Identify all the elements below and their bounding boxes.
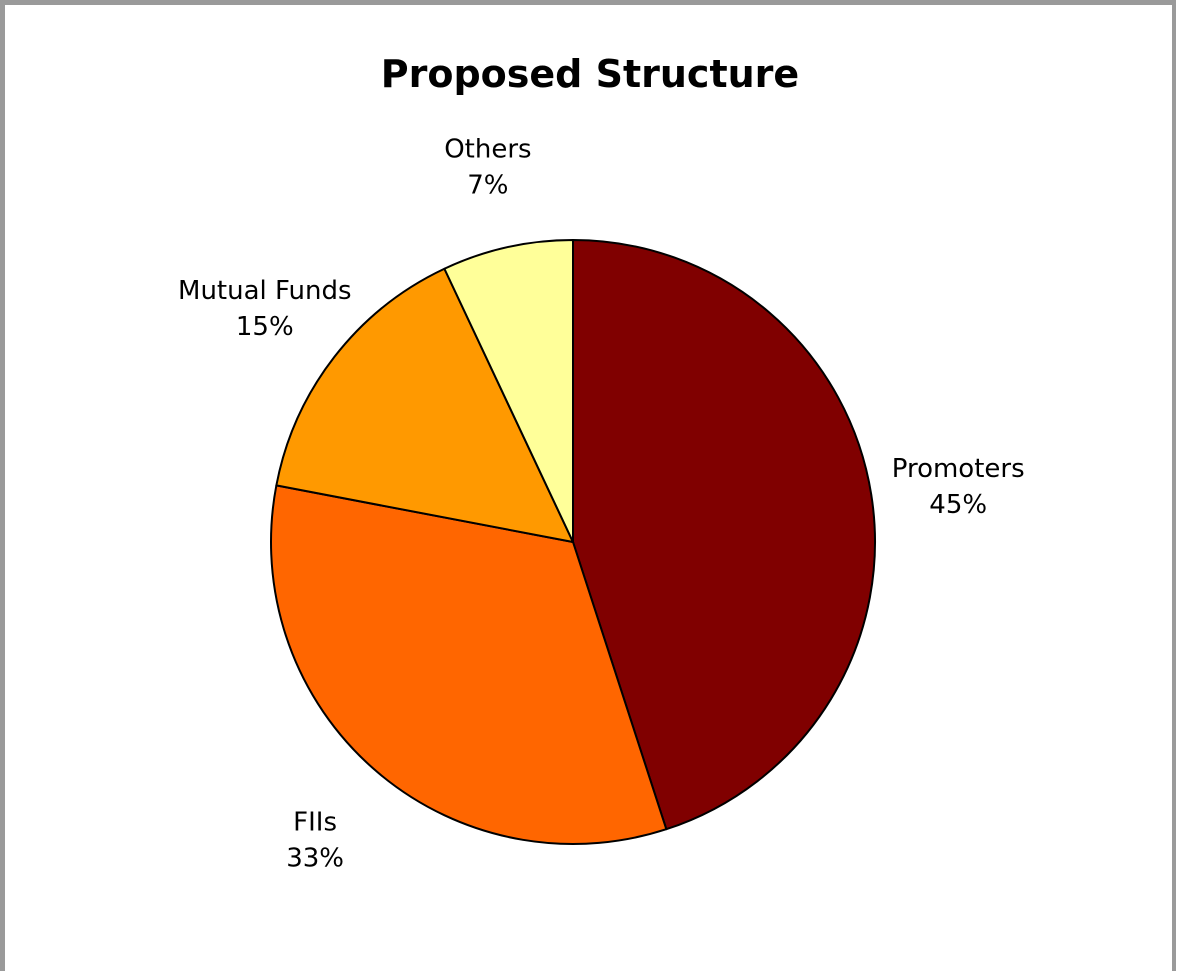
slice-value-label-others: 7% xyxy=(467,170,508,200)
pie-labels: Promoters 45% FIIs 33% Mutual Funds 15% Others… xyxy=(178,134,1025,873)
slice-label-mutual-funds: Mutual Funds xyxy=(178,276,352,306)
pie-slice-promoters xyxy=(572,239,876,831)
slice-label-others: Others xyxy=(444,134,531,164)
pie-slice-others xyxy=(443,239,574,543)
pie-slices xyxy=(270,239,876,845)
pie-slice-fiis xyxy=(270,484,668,845)
slice-label-promoters: Promoters xyxy=(892,454,1025,484)
chart-title: Proposed Structure xyxy=(380,52,800,96)
slice-value-label-promoters: 45% xyxy=(929,490,987,520)
slice-value-label-fiis: 33% xyxy=(286,844,344,874)
slice-value-label-mutual-funds: 15% xyxy=(236,312,294,342)
pie-slice-mutual-funds xyxy=(275,267,574,543)
slice-label-fiis: FIIs xyxy=(293,808,337,838)
